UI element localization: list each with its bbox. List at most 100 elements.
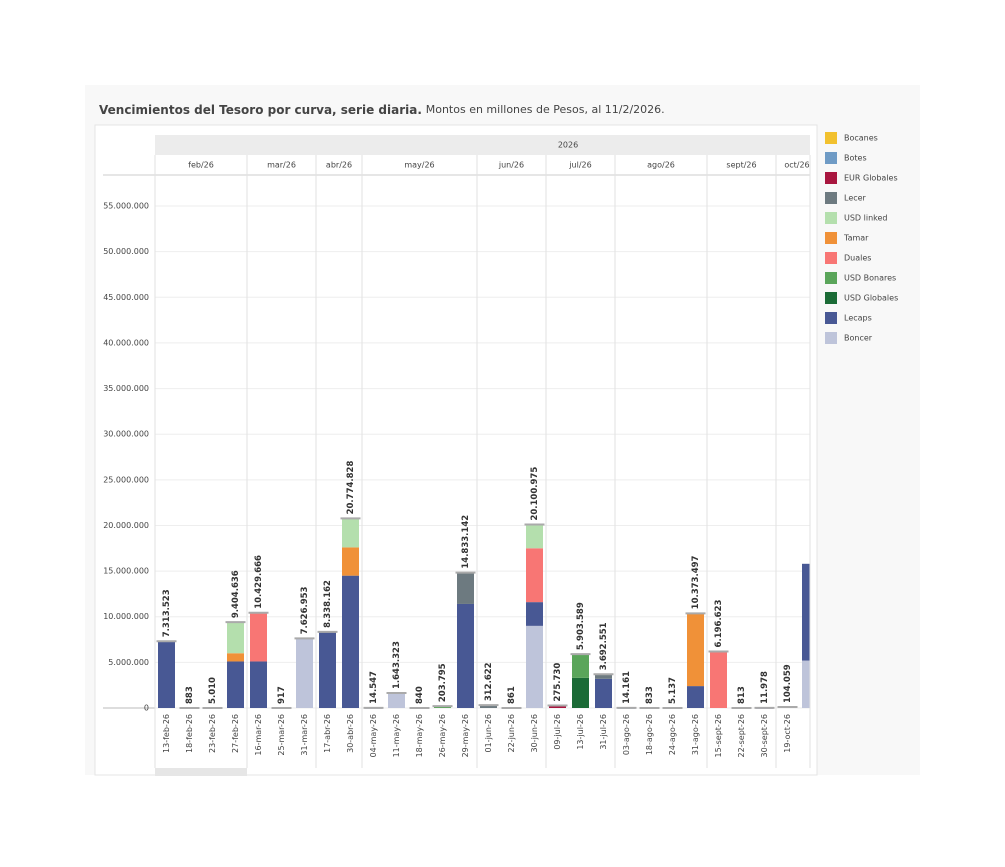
x-tick-label: 18-ago-26 [645, 714, 654, 755]
total-label: 1.643.323 [392, 641, 402, 689]
x-tick-label: 09-jul-26 [553, 714, 562, 750]
legend-swatch [825, 152, 837, 164]
scrollbar [155, 768, 247, 776]
legend-swatch [825, 252, 837, 264]
chart-area [94, 124, 818, 776]
total-label: 5.903.589 [576, 602, 586, 650]
bar-segment [296, 638, 313, 708]
bar-segment [457, 603, 474, 708]
year-label: 2026 [558, 141, 578, 150]
x-tick-label: 24-ago-26 [668, 714, 677, 755]
bar-segment [526, 548, 543, 603]
total-label: 5.137 [668, 677, 678, 704]
legend-swatch [825, 272, 837, 284]
legend-label: Botes [844, 154, 867, 163]
bar-segment [227, 622, 244, 654]
x-tick-label: 23-feb-26 [208, 714, 217, 753]
x-tick-label: 13-jul-26 [576, 714, 585, 750]
year-header [155, 135, 810, 155]
y-tick-label: 30.000.000 [103, 430, 149, 439]
legend-swatch [825, 132, 837, 144]
legend-label: USD linked [844, 214, 888, 223]
x-tick-label: 04-may-26 [369, 714, 378, 757]
total-label: 9.404.636 [231, 570, 241, 618]
total-label: 10.373.497 [691, 555, 701, 609]
legend-label: EUR Globales [844, 174, 898, 183]
bar-segment [687, 686, 704, 708]
total-label: 14.833.142 [461, 515, 471, 569]
bar-segment [595, 678, 612, 708]
legend-label: USD Bonares [844, 274, 896, 283]
header: Vencimientos del Tesoro por curva, serie… [99, 103, 665, 117]
month-label: sept/26 [726, 161, 756, 170]
y-tick-label: 50.000.000 [103, 247, 149, 256]
bar-segment [572, 677, 589, 708]
x-tick-label: 19-oct-26 [783, 714, 792, 753]
x-tick-label: 27-feb-26 [231, 714, 240, 753]
x-tick-label: 30-abr-26 [346, 714, 355, 753]
legend-label: Duales [844, 254, 871, 263]
total-label: 6.196.623 [714, 600, 724, 648]
month-label: mar/26 [267, 161, 296, 170]
bar-segment [342, 575, 359, 708]
x-tick-label: 22-jun-26 [507, 714, 516, 753]
legend-label: Bocanes [844, 134, 878, 143]
legend-swatch [825, 312, 837, 324]
bar-segment [227, 653, 244, 662]
plot: 7.313.523 13-feb-26 883 18-feb-26 5.010 23-fe… [155, 205, 810, 757]
bar-segment [526, 602, 543, 626]
bar-segment [526, 625, 543, 708]
bar-segment [158, 641, 175, 708]
x-tick-label: 26-may-26 [438, 714, 447, 757]
month-label: feb/26 [188, 161, 214, 170]
total-label: 5.010 [208, 677, 218, 704]
total-label: 861 [507, 686, 517, 704]
x-tick-label: 01-jun-26 [484, 714, 493, 753]
y-tick-label: 40.000.000 [103, 338, 149, 347]
y-tick-label: 25.000.000 [103, 475, 149, 484]
total-label: 275.730 [553, 663, 563, 702]
bar-segment [227, 661, 244, 708]
x-tick-label: 18-may-26 [415, 714, 424, 757]
bar-segment [802, 660, 810, 708]
total-label: 14.547 [369, 671, 379, 704]
y-tick-label: 10.000.000 [103, 612, 149, 621]
legend-label: Boncer [844, 334, 873, 343]
month-label: may/26 [404, 161, 434, 170]
y-tick-label: 0 [144, 704, 149, 713]
bar-segment [319, 631, 336, 708]
y-tick-label: 20.000.000 [103, 521, 149, 530]
total-label: 813 [737, 686, 747, 704]
legend-label: USD Globales [844, 294, 898, 303]
total-label: 14.161 [622, 671, 632, 704]
x-tick-label: 30-sept-26 [760, 714, 769, 757]
y-tick-label: 45.000.000 [103, 293, 149, 302]
bar-segment [595, 674, 612, 679]
bar-segment [457, 572, 474, 604]
month-label: oct/26 [784, 161, 809, 170]
x-tick-label: 22-sept-26 [737, 714, 746, 757]
x-tick-label: 16-mar-26 [254, 714, 263, 756]
legend-swatch [825, 172, 837, 184]
legend-swatch [825, 212, 837, 224]
bar-segment [388, 693, 405, 708]
y-tick-label: 55.000.000 [103, 202, 149, 211]
x-tick-label: 31-jul-26 [599, 714, 608, 750]
y-tick-label: 15.000.000 [103, 567, 149, 576]
x-tick-label: 29-may-26 [461, 714, 470, 757]
total-label: 833 [645, 686, 655, 704]
total-label: 7.313.523 [162, 589, 172, 637]
y-tick-label: 35.000.000 [103, 384, 149, 393]
total-label: 10.429.666 [254, 555, 264, 609]
bar-segment [342, 547, 359, 576]
bar-segment [710, 651, 727, 708]
chart-subtitle: Montos en millones de Pesos, al 11/2/202… [426, 103, 665, 116]
legend-swatch [825, 292, 837, 304]
month-label: jul/26 [568, 161, 591, 170]
total-label: 20.100.975 [530, 467, 540, 521]
x-tick-label: 30-jun-26 [530, 714, 539, 753]
legend-swatch [825, 332, 837, 344]
bar-segment [250, 612, 267, 662]
y-tick-label: 5.000.000 [108, 658, 149, 667]
total-label: 840 [415, 686, 425, 704]
